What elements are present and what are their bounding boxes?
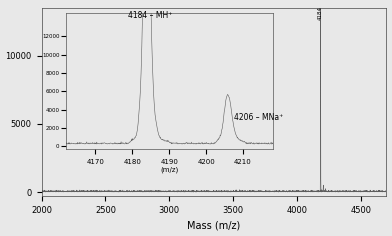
X-axis label: Mass (m/z): Mass (m/z) xyxy=(187,220,241,230)
Text: 4184: 4184 xyxy=(318,6,323,20)
